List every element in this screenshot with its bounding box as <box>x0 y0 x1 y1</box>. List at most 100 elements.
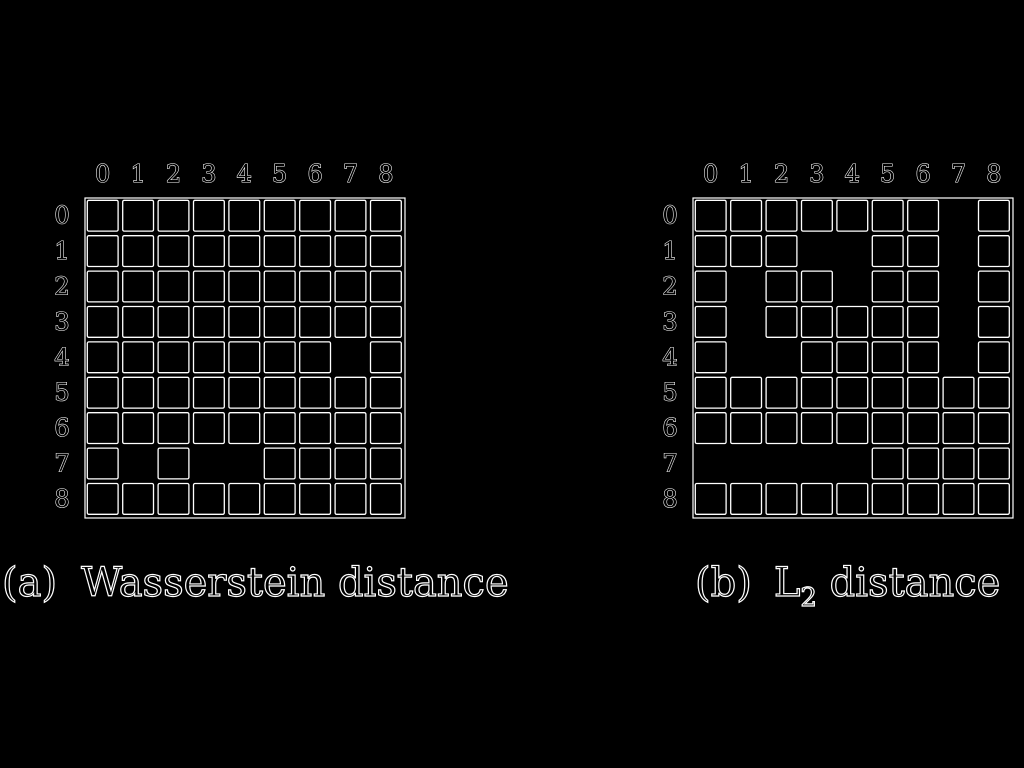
panel-a-cell <box>122 412 155 445</box>
panel-b-grid-cells <box>694 199 1010 515</box>
panel-b-cell <box>765 482 798 515</box>
panel-b-cell <box>907 482 940 515</box>
panel-a-cell <box>299 305 332 338</box>
panel-b-row-label: 3 <box>662 308 677 336</box>
panel-b-cell <box>871 341 904 374</box>
panel-a-cell <box>299 270 332 303</box>
panel-b-cell <box>800 482 833 515</box>
panel-a-cell <box>228 305 261 338</box>
panel-a-cell <box>122 341 155 374</box>
panel-a-cell <box>122 482 155 515</box>
panel-a-cell <box>334 305 367 338</box>
panel-b-cell <box>871 412 904 445</box>
panel-b-cell <box>765 412 798 445</box>
panel-a-column-label: 6 <box>307 160 322 188</box>
panel-a-cell <box>263 376 296 409</box>
panel-b-cell <box>765 199 798 232</box>
panel-a-cell <box>86 270 119 303</box>
panel-b-cell <box>907 305 940 338</box>
panel-a-row-labels: 0 1 2 3 4 5 6 7 8 <box>54 201 70 513</box>
panel-a-cell <box>157 447 190 480</box>
panel-b-cell <box>730 235 763 268</box>
panel-b-cell <box>977 412 1010 445</box>
panel-a-column-label: 8 <box>378 160 393 188</box>
panel-b-cell <box>800 376 833 409</box>
panel-a-cell <box>86 235 119 268</box>
panel-a-cell <box>263 341 296 374</box>
panel-b-cell <box>871 305 904 338</box>
panel-b-cell <box>871 376 904 409</box>
panel-a-cell <box>192 376 225 409</box>
panel-a-cell <box>263 235 296 268</box>
panel-a-row-label: 0 <box>54 202 69 230</box>
panel-a-cell <box>299 447 332 480</box>
panel-b-cell <box>942 447 975 480</box>
panel-a-cell <box>192 305 225 338</box>
panel-b-cell <box>871 447 904 480</box>
panel-a-cell <box>369 341 402 374</box>
panel-b-row-label: 5 <box>662 379 677 407</box>
panel-b-cell <box>694 305 727 338</box>
panel-b-column-label: 4 <box>845 160 860 188</box>
panel-a-cell <box>122 199 155 232</box>
panel-a-column-label: 4 <box>237 160 252 188</box>
panel-b-cell <box>907 199 940 232</box>
panel-b-cell <box>977 482 1010 515</box>
panel-a-cell <box>334 482 367 515</box>
panel-a-cell <box>86 482 119 515</box>
panel-b-cell <box>977 305 1010 338</box>
panel-b-cell <box>800 270 833 303</box>
panel-b-cell <box>942 482 975 515</box>
panel-a-row-label: 5 <box>54 379 69 407</box>
panel-b-cell <box>871 482 904 515</box>
panel-b-cell <box>907 270 940 303</box>
panel-a-cell <box>299 412 332 445</box>
panel-a-caption-prefix: (a) <box>2 560 57 606</box>
panel-b-cell <box>977 447 1010 480</box>
panel-b-cell <box>942 376 975 409</box>
panel-b-column-label: 0 <box>703 160 718 188</box>
panel-a-column-label: 5 <box>272 160 287 188</box>
panel-a-cell <box>122 305 155 338</box>
panel-b-cell <box>694 341 727 374</box>
panel-b-cell <box>871 199 904 232</box>
panel-a-cell <box>192 341 225 374</box>
panel-b-cell <box>871 270 904 303</box>
panel-b-column-label: 3 <box>809 160 824 188</box>
panel-b-cell <box>907 447 940 480</box>
panel-b-row-label: 0 <box>662 202 677 230</box>
panel-a-cell <box>122 235 155 268</box>
panel-b-cell <box>694 412 727 445</box>
panel-b-cell <box>942 412 975 445</box>
panel-a-cell <box>157 199 190 232</box>
panel-a-cell <box>369 447 402 480</box>
panel-b-cell <box>694 376 727 409</box>
panel-a-row-label: 6 <box>54 414 69 442</box>
panel-b-cell <box>800 199 833 232</box>
panel-b-cell <box>907 341 940 374</box>
panel-b-cell <box>977 235 1010 268</box>
panel-b-cell <box>836 305 869 338</box>
panel-a-cell <box>369 482 402 515</box>
panel-b-caption-prefix: (b) <box>695 560 752 606</box>
panel-b-cell <box>800 305 833 338</box>
panel-a-cell <box>228 235 261 268</box>
panel-b-column-label: 7 <box>951 160 966 188</box>
panel-a-cell <box>157 412 190 445</box>
panel-a-cell <box>228 412 261 445</box>
panel-a-cell <box>334 270 367 303</box>
panel-b-caption-main: L <box>774 560 801 606</box>
panel-a-cell <box>334 447 367 480</box>
panel-b-column-label: 1 <box>738 160 753 188</box>
panel-b-cell <box>836 199 869 232</box>
panel-a-cell <box>369 412 402 445</box>
panel-b-cell <box>836 482 869 515</box>
panel-a-cell <box>86 305 119 338</box>
panel-a-cell <box>263 482 296 515</box>
panel-b-cell <box>871 235 904 268</box>
panel-a-cell <box>334 412 367 445</box>
panel-a-row-label: 1 <box>54 237 69 265</box>
panel-a-column-label: 0 <box>95 160 110 188</box>
